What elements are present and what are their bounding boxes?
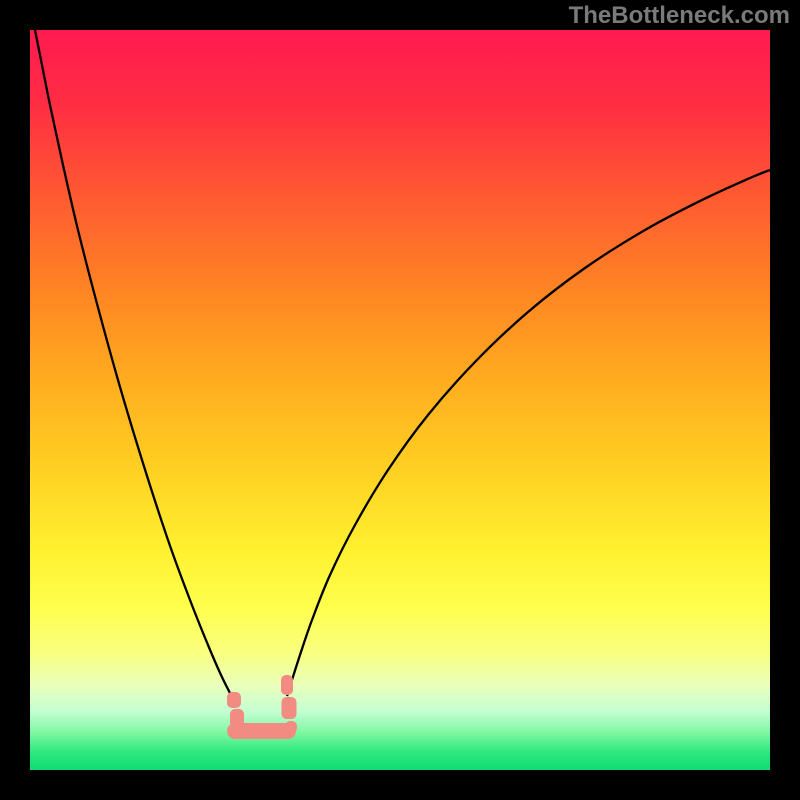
right-cap-upper — [281, 675, 293, 695]
watermark-text: TheBottleneck.com — [569, 2, 790, 30]
right-cap-lower — [285, 721, 297, 733]
plot-background — [30, 30, 770, 770]
right-cap-mid — [282, 697, 297, 719]
left-cap-upper — [227, 692, 241, 708]
outer-frame: TheBottleneck.com — [0, 0, 800, 800]
chart-plot — [30, 30, 770, 770]
left-cap-lower — [230, 709, 244, 727]
